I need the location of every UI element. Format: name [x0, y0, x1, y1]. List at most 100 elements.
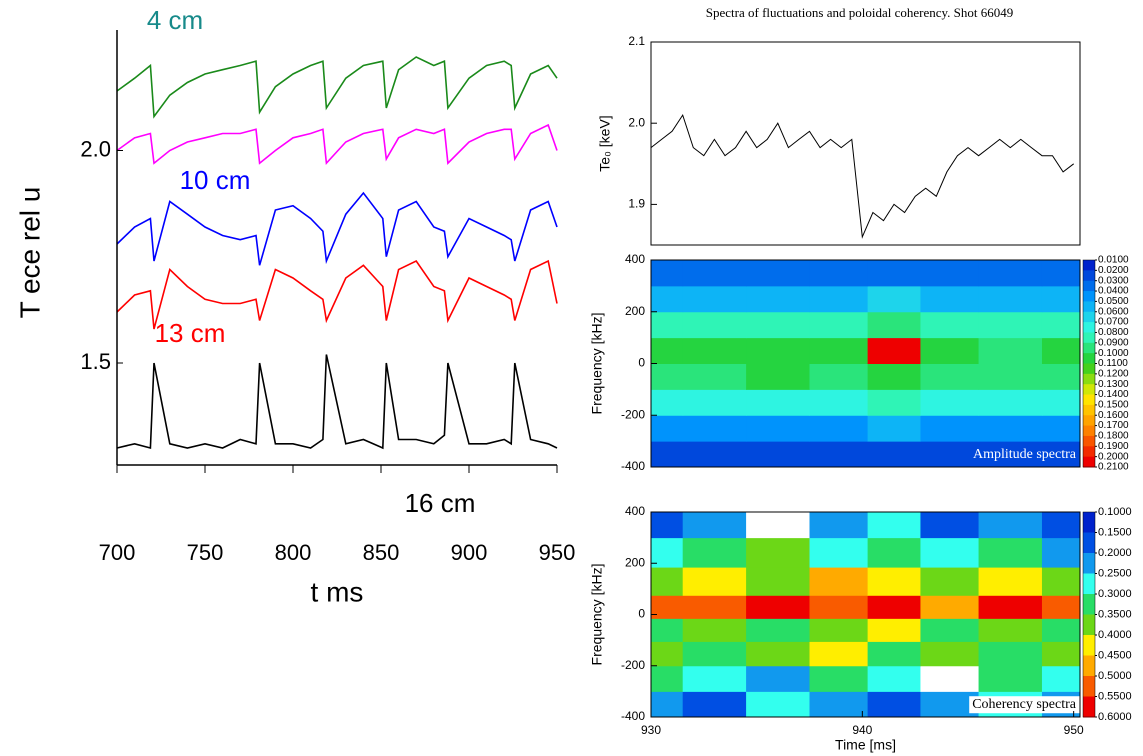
y-tick-label: 2.1: [628, 34, 645, 48]
contour-cell: [682, 665, 747, 692]
colorbar-segment: [1083, 553, 1095, 574]
contour-cell: [809, 665, 869, 692]
y-tick-label: 0: [638, 356, 645, 370]
contour-cell: [867, 389, 921, 416]
contour-cell: [746, 537, 810, 568]
chart-title: Spectra of fluctuations and poloidal coh…: [706, 5, 1013, 20]
colorbar-segment: [1083, 260, 1095, 271]
x-tick-label: 850: [363, 540, 400, 565]
contour-cell: [746, 363, 810, 390]
contour-cell: [1041, 665, 1081, 692]
colorbar-segment: [1083, 363, 1095, 375]
x-tick-label: 930: [641, 723, 661, 737]
contour-cell: [746, 415, 810, 442]
contour-cell: [651, 415, 684, 442]
y-tick-label: -400: [621, 459, 645, 473]
x-tick-label: 750: [187, 540, 224, 565]
contour-cell: [978, 363, 1043, 390]
colorbar-segment: [1083, 614, 1095, 636]
colorbar-segment: [1083, 342, 1095, 354]
data-line: [116, 56, 558, 119]
series-label: 16 cm: [405, 488, 476, 518]
colorbar-segment: [1083, 512, 1095, 533]
contour-cell: [867, 512, 921, 539]
colorbar-label: 0.2000: [1098, 451, 1129, 462]
x-tick-label: 900: [451, 540, 488, 565]
colorbar-label: 0.1500: [1098, 526, 1132, 538]
colorbar-segment: [1083, 311, 1095, 323]
colorbar-label: 0.2100: [1098, 462, 1129, 473]
contour-cell: [809, 618, 869, 642]
contour-cell: [867, 641, 921, 667]
contour-cell: [867, 567, 921, 596]
colorbar-label: 0.6000: [1098, 711, 1132, 723]
contour-cell: [978, 618, 1043, 642]
data-line: [116, 123, 558, 166]
contour-cell: [867, 260, 921, 287]
panel: 0.1000 0.1500 0.2000 0.2500 0.3000 0.3500 0.40…: [589, 504, 1132, 753]
y-tick-label: 2.0: [80, 136, 111, 161]
contour-cell: [978, 311, 1043, 339]
contour-cell: [651, 337, 684, 364]
contour-cell: [867, 537, 921, 568]
colorbar-label: 0.0100: [1098, 255, 1129, 266]
x-tick-label: 700: [99, 540, 136, 565]
x-tick-label: 950: [539, 540, 576, 565]
x-tick-label: 940: [852, 723, 872, 737]
contour-cell: [978, 441, 1043, 468]
contour-cell: [920, 311, 980, 339]
colorbar-label: 0.2500: [1098, 567, 1132, 579]
colorbar-label: 0.0900: [1098, 337, 1129, 348]
contour-cell: [920, 512, 980, 539]
colorbar-label: 0.5500: [1098, 690, 1132, 702]
contour-cell: [651, 363, 684, 390]
contour-cell: [746, 641, 810, 667]
contour-cell: [978, 260, 1043, 287]
contour-cell: [682, 415, 747, 442]
y-tick-label: 200: [625, 555, 645, 569]
series-label: 4 cm: [147, 5, 203, 35]
contour-cell: [651, 260, 684, 287]
contour-cell: [651, 595, 684, 619]
colorbar-frame: [1082, 259, 1096, 468]
contour-cell: [920, 567, 980, 596]
colorbar-segment: [1083, 446, 1095, 458]
contour-cell: [1041, 441, 1081, 468]
contour-cell: [746, 512, 810, 539]
colorbar-segment: [1083, 332, 1095, 344]
colorbar-segment: [1083, 425, 1095, 437]
contour-cell: [920, 537, 980, 568]
contour-cell: [1041, 567, 1081, 596]
contour-cell: [809, 537, 869, 568]
colorbar-frame: [1082, 511, 1096, 718]
colorbar-segment: [1083, 394, 1095, 406]
contour-cell: [1041, 641, 1081, 667]
contour-cell: [867, 691, 921, 718]
contour-cell: [1041, 415, 1081, 442]
contour-cell: [746, 260, 810, 287]
y-tick-label: 1.9: [628, 197, 645, 211]
contour-cell: [682, 691, 747, 718]
contour-cell: [746, 285, 810, 313]
colorbar-label: 0.1000: [1098, 348, 1129, 359]
contour-cell: [746, 618, 810, 642]
contour-cell: [809, 415, 869, 442]
y-axis-label: Te₀ [keV]: [597, 115, 613, 171]
colorbar-segment: [1083, 301, 1095, 313]
contour-cell: [746, 567, 810, 596]
colorbar-segment: [1083, 353, 1095, 364]
y-tick-label: 1.5: [80, 349, 111, 374]
contour-cell: [920, 618, 980, 642]
colorbar-label: 0.0200: [1098, 265, 1129, 276]
contour-cell: [1041, 389, 1081, 416]
contour-cell: [867, 363, 921, 390]
colorbar-label: 0.4500: [1098, 649, 1132, 661]
colorbar-segment: [1083, 373, 1095, 385]
contour-cell: [651, 441, 684, 468]
contour-cell: [920, 260, 980, 287]
y-tick-label: -400: [621, 709, 645, 723]
data-line: [116, 259, 558, 330]
data-line: [116, 191, 558, 266]
colorbar-label: 0.1800: [1098, 431, 1129, 442]
